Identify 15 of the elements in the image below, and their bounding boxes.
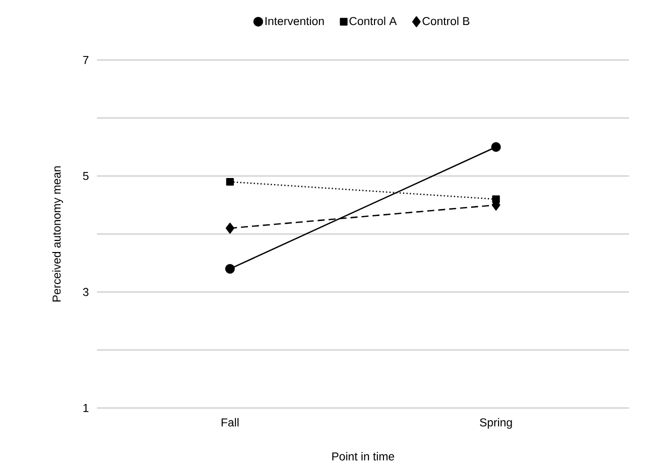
y-tick-label: 3 — [83, 288, 88, 296]
point — [491, 142, 501, 152]
point — [226, 222, 234, 234]
point — [226, 178, 234, 186]
x-tick-label: Fall — [222, 418, 238, 426]
legend-label: Intervention — [265, 16, 324, 26]
legend-label: Control A — [349, 16, 397, 26]
x-axis-title: Point in time — [332, 452, 394, 460]
y-tick-label: 5 — [83, 172, 88, 180]
x-tick-label: Spring — [480, 418, 512, 429]
point — [225, 264, 235, 274]
y-tick-label: 1 — [83, 404, 88, 412]
legend-label: Control B — [422, 16, 470, 26]
y-tick-label: 7 — [83, 56, 88, 64]
y-axis-title: Perceived autonomy mean — [52, 166, 63, 302]
